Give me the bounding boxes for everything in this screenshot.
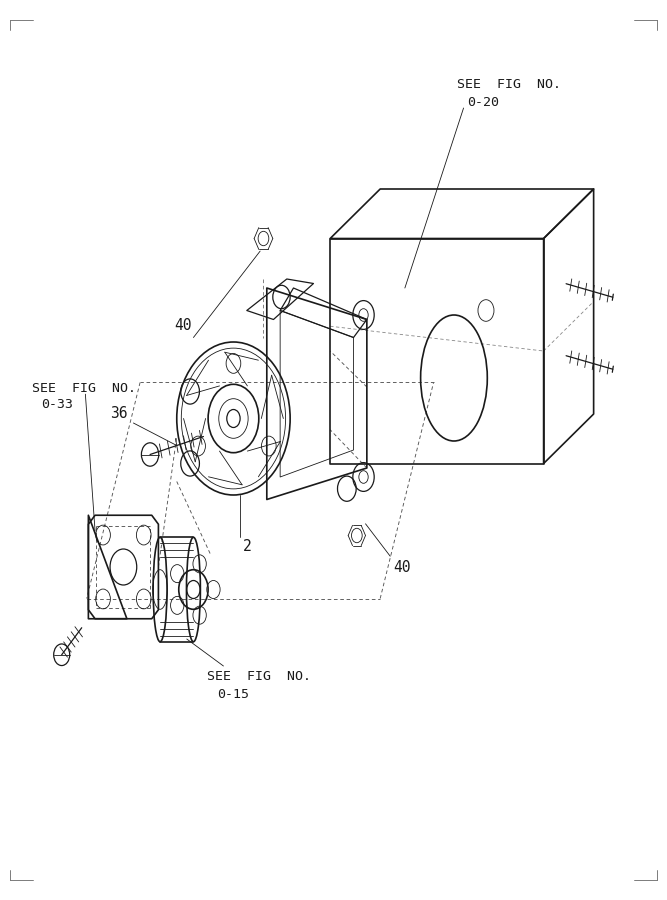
Text: SEE  FIG  NO.: SEE FIG NO. [457, 78, 561, 91]
Text: 0-20: 0-20 [467, 96, 499, 109]
Text: 40: 40 [394, 560, 411, 574]
Text: 40: 40 [175, 319, 192, 333]
Text: 0-33: 0-33 [41, 399, 73, 411]
Text: 0-15: 0-15 [217, 688, 249, 701]
Text: SEE  FIG  NO.: SEE FIG NO. [207, 670, 311, 683]
Text: SEE  FIG  NO.: SEE FIG NO. [32, 382, 136, 395]
Text: 36: 36 [110, 407, 127, 421]
Text: 2: 2 [242, 539, 251, 554]
